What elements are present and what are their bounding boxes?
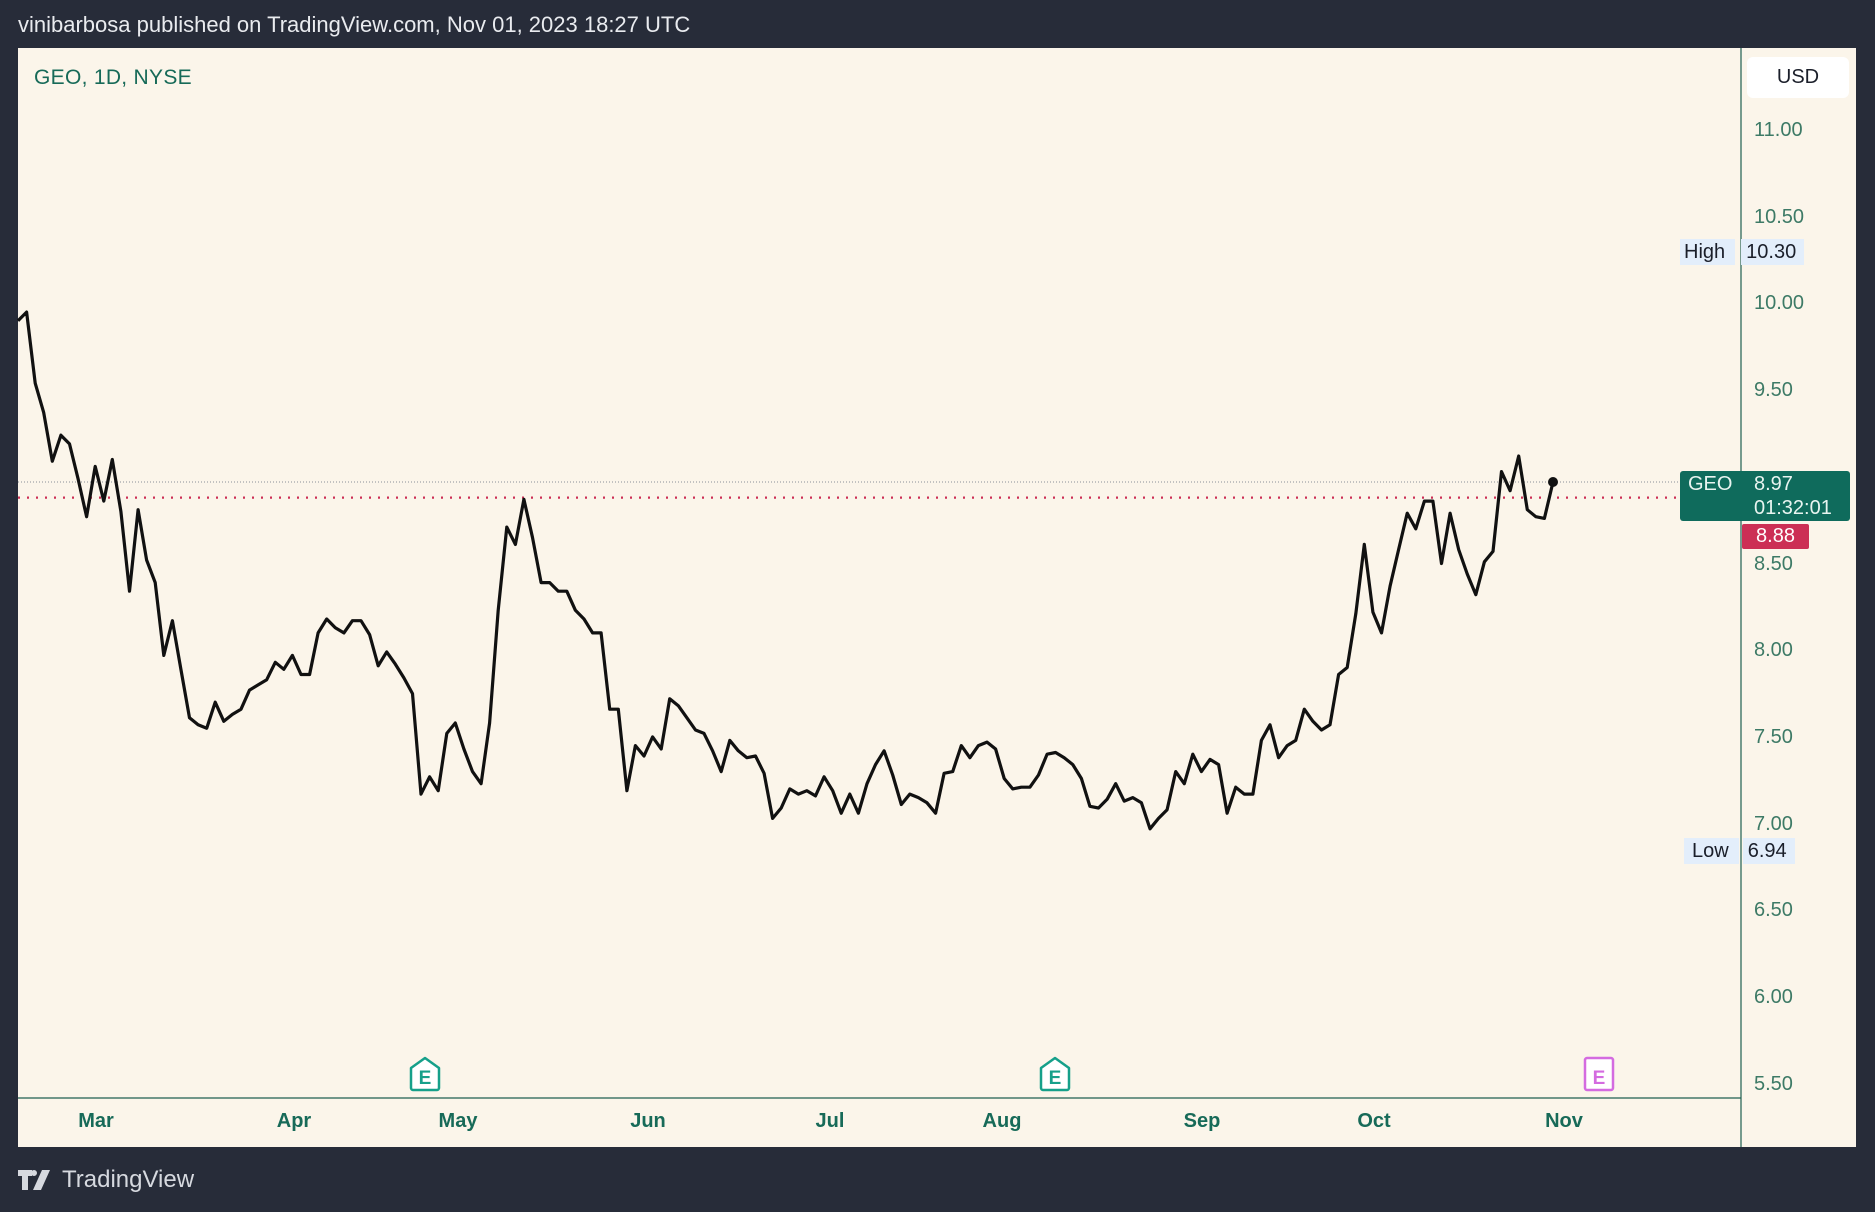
price-tick-label: 5.50	[1754, 1072, 1793, 1095]
time-tick-label: Nov	[1545, 1110, 1583, 1132]
earnings-marker-letter: E	[1048, 1068, 1062, 1089]
price-tick-label: 7.50	[1754, 725, 1793, 748]
time-tick-label: Sep	[1183, 1110, 1221, 1132]
last-price-dot	[1548, 477, 1558, 488]
tradingview-logo-icon	[18, 1170, 50, 1190]
earnings-marker-icon[interactable]: E	[1583, 1056, 1615, 1092]
time-tick-label: Oct	[1357, 1110, 1391, 1132]
time-tick-label: Jul	[815, 1110, 845, 1132]
chart-panel[interactable]	[18, 48, 1856, 1147]
high-value: 10.30	[1741, 239, 1805, 265]
earnings-marker-icon[interactable]: E	[1039, 1056, 1071, 1092]
currency-button[interactable]: USD	[1747, 57, 1849, 98]
price-tick-label: 11.00	[1754, 119, 1803, 141]
publisher-header: vinibarbosa published on TradingView.com…	[18, 12, 691, 37]
prev-close-badge: 8.88	[1742, 524, 1809, 549]
earnings-marker-icon[interactable]: E	[409, 1056, 441, 1092]
last-price-badge: GEO 8.97 01:32:01	[1680, 471, 1850, 521]
price-tick-label: 10.50	[1754, 205, 1805, 228]
earnings-marker-letter: E	[418, 1068, 432, 1089]
time-tick-label: Apr	[276, 1110, 312, 1132]
price-line	[16, 310, 1555, 831]
last-price-symbol: GEO	[1688, 473, 1733, 495]
low-value: 6.94	[1742, 838, 1795, 864]
bar-countdown: 01:32:01	[1754, 497, 1832, 519]
tradingview-footer[interactable]: TradingView	[18, 1166, 194, 1194]
brand-name: TradingView	[62, 1166, 195, 1193]
price-tick-label: 8.00	[1754, 639, 1793, 662]
low-label: Low 6.94	[1684, 838, 1795, 864]
price-tick-label: 9.50	[1754, 379, 1793, 402]
price-tick-label: 7.00	[1754, 812, 1793, 835]
price-tick-label: 6.50	[1754, 899, 1793, 922]
low-label-text: Low	[1684, 838, 1739, 864]
symbol-legend[interactable]: GEO, 1D, NYSE	[34, 66, 192, 89]
price-tick-label: 6.00	[1754, 986, 1793, 1008]
time-tick-label: Aug	[982, 1110, 1022, 1132]
time-tick-label: Jun	[630, 1110, 666, 1132]
earnings-marker-letter: E	[1592, 1068, 1606, 1089]
high-label: High 10.30	[1680, 239, 1805, 265]
last-price-value: 8.97	[1754, 473, 1793, 495]
high-label-text: High	[1680, 239, 1736, 265]
price-tick-label: 8.50	[1754, 552, 1793, 575]
time-tick-label: Mar	[78, 1110, 114, 1132]
time-tick-label: May	[438, 1110, 478, 1132]
price-tick-label: 10.00	[1754, 292, 1805, 315]
